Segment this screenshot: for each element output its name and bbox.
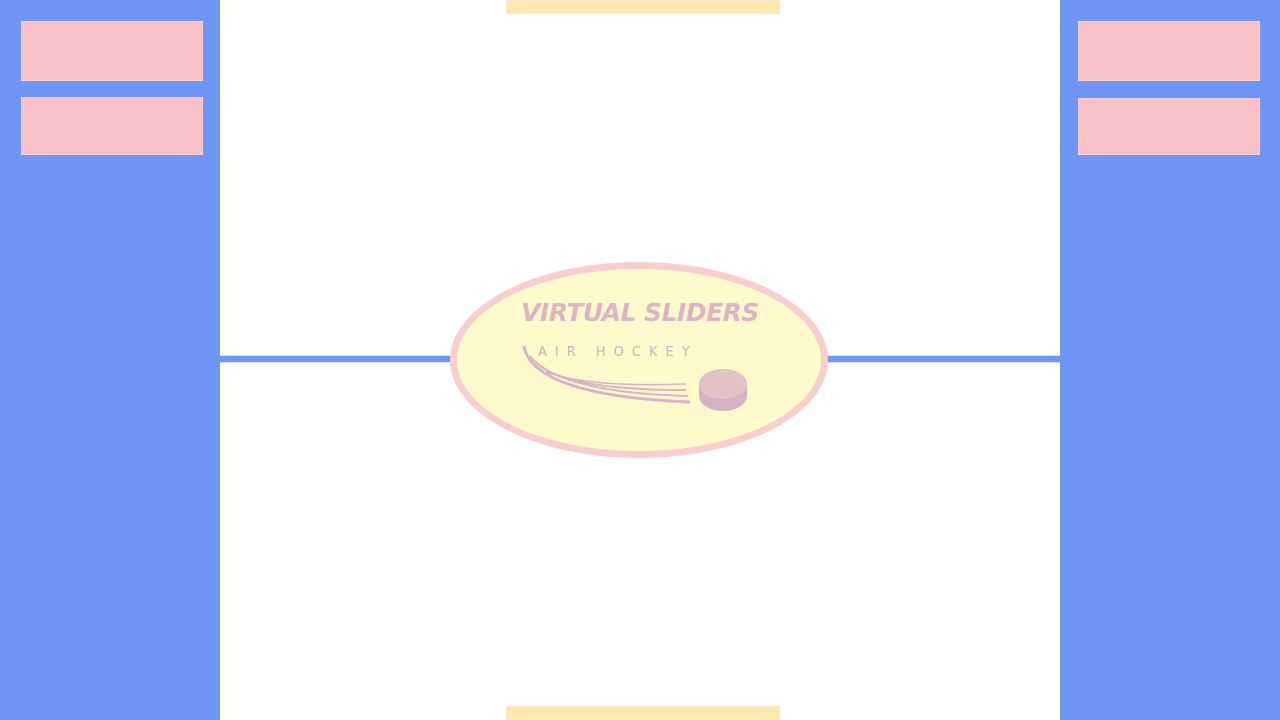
air-hockey-table[interactable]: VIRTUAL SLIDERS AIR HOCKEY: [220, 0, 1060, 720]
left-panel-button-2[interactable]: [21, 97, 203, 155]
left-side-panel: [0, 0, 220, 720]
puck-logo-icon: [522, 345, 747, 411]
right-panel-button-2[interactable]: [1078, 98, 1260, 155]
center-circle: [450, 262, 828, 458]
right-panel-button-1[interactable]: [1078, 21, 1260, 81]
top-goal: [506, 0, 780, 14]
center-line-right: [826, 355, 1060, 363]
logo-title: VIRTUAL SLIDERS: [521, 298, 759, 327]
left-panel-button-1[interactable]: [21, 21, 203, 81]
center-line-left: [220, 355, 452, 363]
bottom-goal: [506, 706, 780, 720]
logo-subtitle: AIR HOCKEY: [538, 345, 698, 360]
right-side-panel: [1060, 0, 1280, 720]
